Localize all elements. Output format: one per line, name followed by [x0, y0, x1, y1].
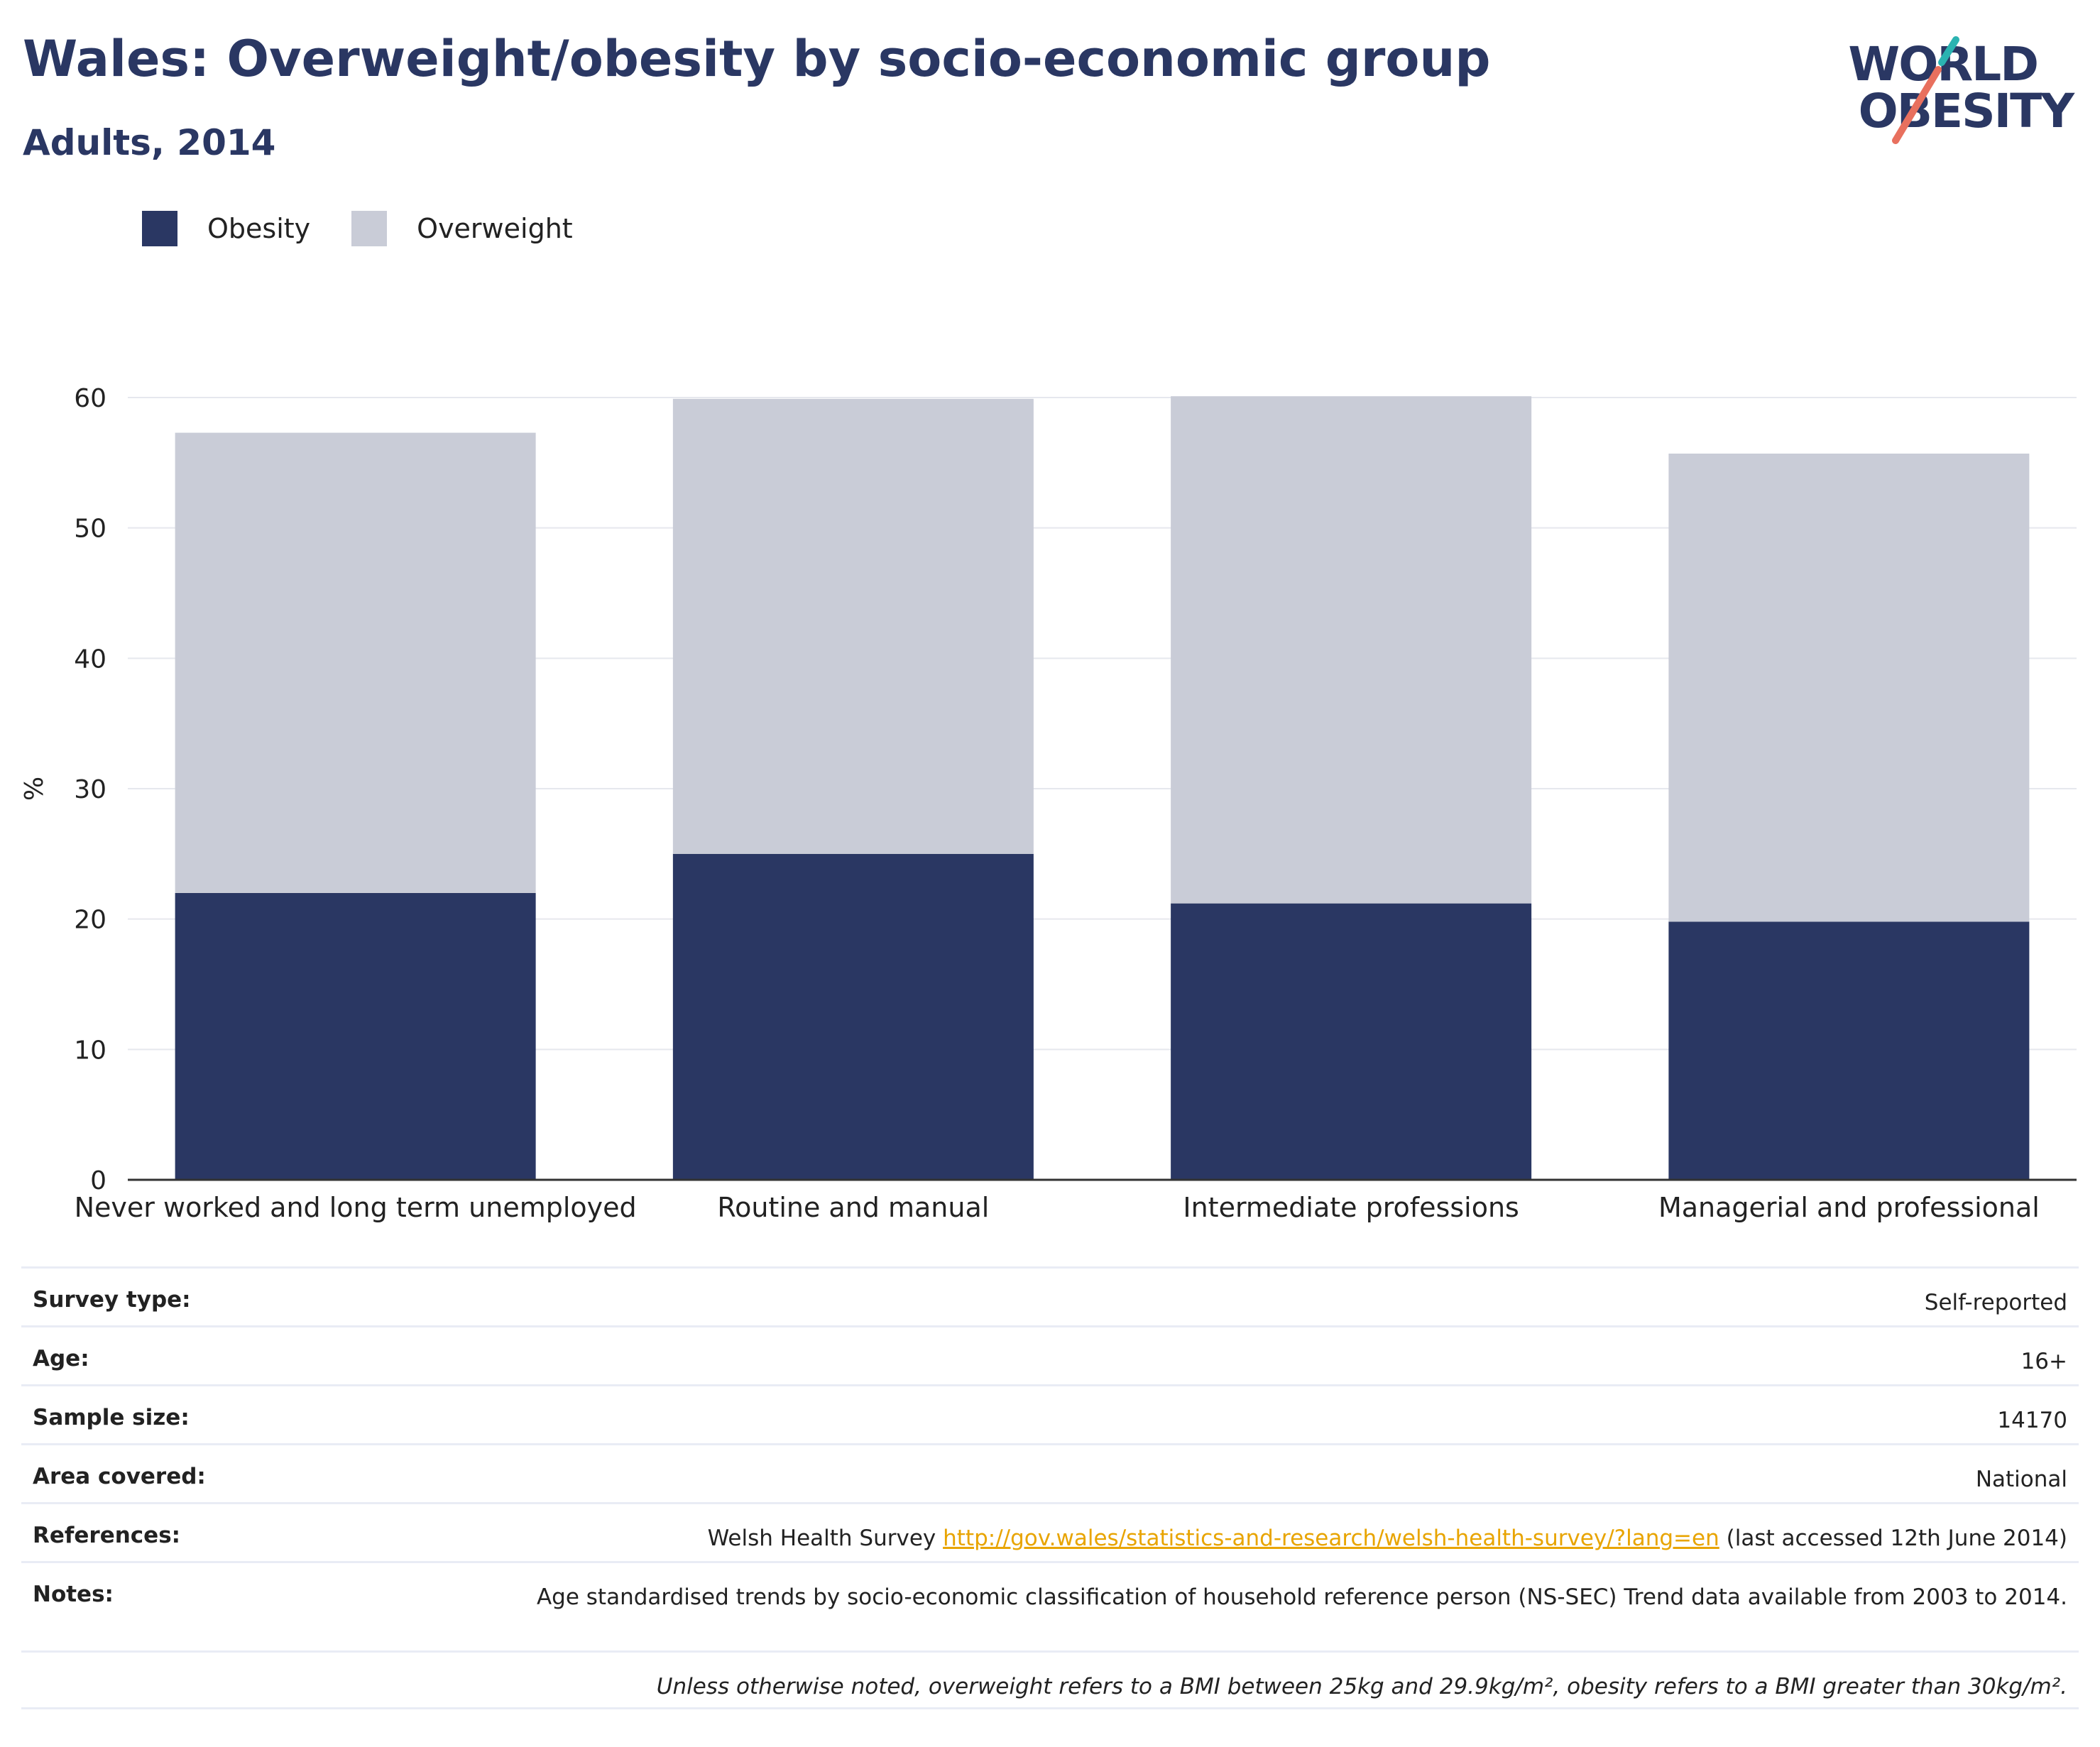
- bmi-definition-footnote: Unless otherwise noted, overweight refer…: [656, 1674, 2067, 1699]
- bar-obesity: [672, 853, 1034, 1180]
- y-tick-label: 0: [90, 1166, 106, 1195]
- chart-subtitle: Adults, 2014: [23, 122, 276, 163]
- bar-overweight: [672, 398, 1034, 854]
- legend-item-overweight[interactable]: Overweight: [351, 211, 573, 246]
- bar-chart: 0 10 20 30 40 50 60% Never worked and long term…: [20, 384, 2077, 1223]
- legend-label-overweight: Overweight: [417, 213, 573, 244]
- y-tick-label: 40: [74, 645, 106, 674]
- meta-row-survey-type: Survey type: Self-reported: [21, 1266, 2079, 1325]
- meta-key-age: Age:: [33, 1346, 89, 1371]
- chart-legend: Obesity Overweight: [142, 210, 614, 247]
- x-category-label: Routine and manual: [717, 1192, 989, 1223]
- reference-accessed-text: (last accessed 12th June 2014): [1719, 1526, 2067, 1551]
- survey-metadata-table: Survey type: Self-reported Age: 16+ Samp…: [21, 1266, 2079, 1709]
- x-category-label: Intermediate professions: [1183, 1192, 1519, 1223]
- x-category-label: Never worked and long term unemployed: [75, 1192, 637, 1223]
- y-tick-label: 50: [74, 515, 106, 544]
- legend-swatch-overweight: [351, 211, 388, 246]
- bar-obesity: [1171, 903, 1532, 1180]
- bar-overweight: [1171, 396, 1532, 904]
- meta-row-age: Age: 16+: [21, 1325, 2079, 1384]
- reference-source-text: Welsh Health Survey: [707, 1526, 944, 1551]
- logo-text-obesity: OBESITY: [1858, 84, 2074, 138]
- meta-value-area-covered: National: [1975, 1467, 2067, 1492]
- bar-obesity: [175, 892, 536, 1180]
- meta-row-area-covered: Area covered: National: [21, 1443, 2079, 1502]
- meta-value-survey-type: Self-reported: [1924, 1290, 2067, 1315]
- legend-item-obesity[interactable]: Obesity: [142, 211, 310, 246]
- reference-link[interactable]: http://gov.wales/statistics-and-research…: [943, 1526, 1719, 1551]
- bar-obesity: [1668, 921, 2030, 1180]
- meta-key-sample-size: Sample size:: [33, 1405, 190, 1430]
- y-tick-label: 10: [74, 1036, 106, 1065]
- x-category-label: Managerial and professional: [1658, 1192, 2040, 1223]
- bar-overweight: [1668, 453, 2030, 922]
- meta-row-references: References: Welsh Health Survey http://g…: [21, 1502, 2079, 1561]
- y-tick-label: 20: [74, 906, 106, 935]
- logo-slash-icon: [1892, 36, 1959, 144]
- meta-row-footnote: Unless otherwise noted, overweight refer…: [21, 1650, 2079, 1709]
- y-axis-label: %: [20, 777, 49, 801]
- meta-value-notes: Age standardised trends by socio-economi…: [536, 1584, 2067, 1610]
- y-tick-label: 30: [74, 775, 106, 804]
- meta-value-age: 16+: [2020, 1349, 2067, 1374]
- meta-key-references: References:: [33, 1523, 181, 1548]
- meta-key-notes: Notes:: [33, 1582, 114, 1607]
- bar-overweight: [175, 432, 536, 893]
- legend-label-obesity: Obesity: [207, 213, 311, 244]
- meta-key-area-covered: Area covered:: [33, 1464, 206, 1489]
- legend-swatch-obesity: [142, 211, 177, 246]
- meta-row-notes: Notes: Age standardised trends by socio-…: [21, 1561, 2079, 1650]
- meta-row-sample-size: Sample size: 14170: [21, 1384, 2079, 1443]
- y-tick-label: 60: [74, 384, 106, 413]
- meta-value-sample-size: 14170: [1997, 1408, 2067, 1433]
- chart-title: Wales: Overweight/obesity by socio-econo…: [23, 30, 1491, 88]
- meta-value-references: Welsh Health Survey http://gov.wales/sta…: [708, 1523, 2067, 1554]
- world-obesity-logo: WORLD OBESITY: [1846, 20, 2087, 155]
- meta-key-survey-type: Survey type:: [33, 1287, 191, 1313]
